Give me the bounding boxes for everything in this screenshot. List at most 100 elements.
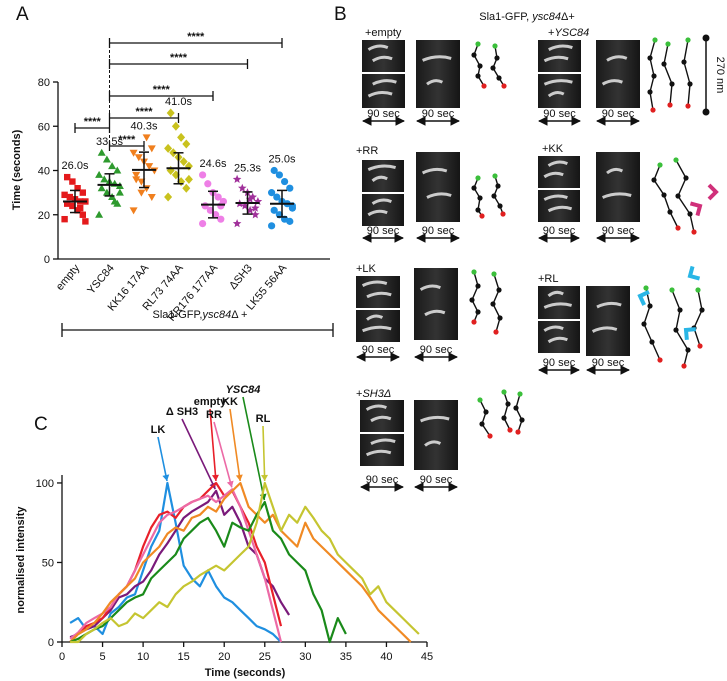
kymo-streak — [548, 44, 573, 51]
kymo-streak — [371, 175, 388, 182]
trajectory-point — [515, 429, 521, 435]
dot — [142, 134, 151, 142]
trajectory — [503, 391, 511, 431]
annotation-arrowhead — [226, 480, 234, 488]
trajectory-point — [471, 52, 477, 58]
series-label: LK — [151, 424, 166, 436]
trajectory-point — [492, 173, 498, 179]
kymo-streak — [601, 79, 623, 86]
trajectory-point — [496, 287, 502, 293]
panel-b: 90 sec 90 sec 90 sec 90 sec 90 sec 90 sec 90 s… — [356, 34, 726, 492]
trajectory-point — [496, 75, 502, 81]
dot — [102, 155, 111, 163]
dot — [204, 180, 212, 188]
trajectory-point — [677, 307, 683, 313]
dot — [214, 193, 222, 201]
kymo-streak — [419, 284, 441, 291]
trajectory-point — [681, 363, 687, 369]
length-scale-label: 270 nm — [714, 57, 726, 94]
trajectory-point — [471, 269, 477, 275]
series-line — [69, 481, 412, 643]
trajectory-point — [487, 433, 493, 439]
trajectory-point — [667, 102, 673, 108]
dot — [115, 188, 124, 196]
kymo-streak — [367, 209, 388, 217]
annotation-arrow — [209, 408, 217, 482]
trajectory — [683, 39, 691, 107]
annotation-chevron — [637, 290, 650, 306]
dot — [134, 154, 143, 162]
annotation-arrowhead — [211, 474, 219, 481]
trajectory-point — [481, 83, 487, 89]
dot — [177, 132, 186, 142]
trajectory-point — [513, 405, 519, 411]
trajectory-point — [519, 417, 525, 423]
condition-label: +KK — [542, 143, 564, 155]
significance-label: **** — [84, 116, 102, 128]
value-label: 24.6s — [200, 158, 227, 170]
trajectory-point — [697, 343, 703, 349]
annotation-arrow — [213, 421, 233, 488]
trajectory-point — [657, 162, 663, 168]
kymo-streak — [547, 290, 564, 298]
x-tick-label: ΔSH3 — [227, 262, 255, 292]
dot — [100, 175, 109, 183]
dot — [147, 145, 156, 153]
x-tick-label: YSC84 — [85, 262, 117, 296]
x-tick-label: 35 — [340, 651, 352, 663]
series-line — [70, 481, 420, 644]
trajectory-point — [475, 207, 481, 213]
x-tick-label: 5 — [99, 651, 105, 663]
time-scale-label: 90 sec — [422, 225, 455, 237]
condition-label-part: +RL — [538, 273, 559, 285]
trajectory-point — [647, 55, 653, 61]
trajectory-point — [675, 225, 681, 231]
trajectory-point — [492, 43, 498, 49]
dot — [147, 194, 156, 202]
time-scale-label: 90 sec — [543, 108, 576, 120]
trajectory-point — [643, 285, 649, 291]
dot — [253, 197, 263, 206]
dot — [145, 163, 154, 171]
trajectory-point — [479, 213, 485, 219]
trajectory-point — [497, 315, 503, 321]
y-tick-label: 60 — [38, 121, 50, 133]
trajectory-point — [475, 309, 481, 315]
condition-label: +RL — [538, 273, 559, 285]
series-label: YSC84 — [226, 384, 261, 396]
trajectory-point — [479, 421, 485, 427]
kymo-streak — [606, 55, 628, 62]
dot — [137, 189, 146, 197]
dot — [238, 183, 247, 192]
significance-label: **** — [118, 134, 136, 146]
dot — [164, 192, 173, 202]
annotation-chevron — [689, 201, 703, 217]
x-tick-label: 10 — [137, 651, 149, 663]
trajectory-point — [475, 175, 481, 181]
dot — [288, 204, 296, 212]
x-tick-label: 30 — [299, 651, 311, 663]
length-scale-end — [702, 108, 710, 116]
series-line — [69, 500, 347, 644]
panel-b-title-part: Δ+ — [561, 11, 575, 23]
trajectory-point — [647, 89, 653, 95]
trajectory-point — [471, 319, 477, 325]
kymo-streak — [420, 415, 450, 423]
panel-label: C — [34, 414, 48, 435]
trajectory-point — [477, 63, 483, 69]
dot — [69, 202, 76, 210]
time-scale-label: 90 sec — [592, 357, 625, 369]
trajectory — [479, 399, 491, 437]
dot — [64, 200, 71, 207]
dot — [270, 166, 278, 175]
time-scale-label: 90 sec — [602, 225, 635, 237]
dot — [217, 202, 225, 210]
value-label: 25.3s — [234, 162, 261, 174]
trajectory-point — [652, 37, 658, 43]
panel-b-title-part: Sla1-GFP, — [479, 11, 532, 23]
panel-label: B — [334, 4, 347, 25]
dot — [245, 194, 255, 203]
trajectory-point — [475, 73, 481, 79]
dot — [206, 206, 214, 214]
kymo-streak — [367, 91, 393, 98]
